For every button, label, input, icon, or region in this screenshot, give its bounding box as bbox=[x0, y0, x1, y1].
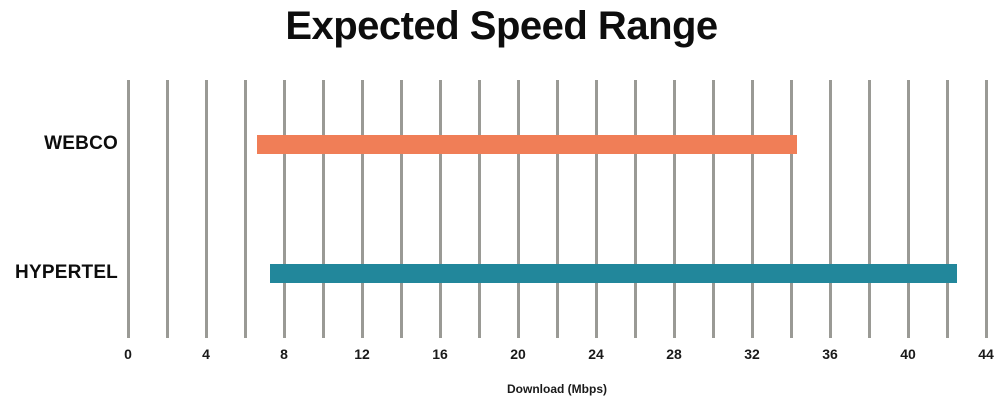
x-tick-label: 36 bbox=[822, 346, 838, 362]
gridline bbox=[282, 80, 286, 338]
category-label: HYPERTEL bbox=[15, 261, 118, 283]
x-tick-label: 28 bbox=[666, 346, 682, 362]
gridline bbox=[399, 80, 403, 338]
gridline bbox=[438, 80, 442, 338]
gridline bbox=[594, 80, 598, 338]
gridline bbox=[321, 80, 325, 338]
plot-area bbox=[126, 80, 988, 338]
range-bar[interactable] bbox=[256, 135, 797, 154]
x-tick-label: 0 bbox=[124, 346, 132, 362]
x-tick-label: 4 bbox=[202, 346, 210, 362]
x-tick-label: 12 bbox=[354, 346, 370, 362]
x-tick-label: 44 bbox=[978, 346, 994, 362]
gridline bbox=[750, 80, 754, 338]
gridline bbox=[126, 80, 130, 338]
category-axis: WEBCO HYPERTEL bbox=[0, 80, 118, 338]
gridline bbox=[672, 80, 676, 338]
gridline bbox=[477, 80, 481, 338]
range-bar[interactable] bbox=[270, 264, 957, 283]
gridline bbox=[984, 80, 988, 338]
x-axis-tick-labels: 0 4 8 12 16 20 24 28 32 36 40 44 bbox=[124, 346, 994, 368]
gridline bbox=[711, 80, 715, 338]
x-tick-label: 40 bbox=[900, 346, 916, 362]
x-tick-label: 16 bbox=[432, 346, 448, 362]
x-axis-title: Download (Mbps) bbox=[507, 382, 607, 396]
gridline bbox=[906, 80, 910, 338]
gridline bbox=[360, 80, 364, 338]
gridline bbox=[243, 80, 247, 338]
gridline bbox=[204, 80, 208, 338]
gridline bbox=[633, 80, 637, 338]
x-tick-label: 20 bbox=[510, 346, 526, 362]
gridline bbox=[945, 80, 949, 338]
x-tick-label: 24 bbox=[588, 346, 604, 362]
gridline bbox=[516, 80, 520, 338]
gridline bbox=[828, 80, 832, 338]
gridline bbox=[165, 80, 169, 338]
x-tick-label: 32 bbox=[744, 346, 760, 362]
chart-title: Expected Speed Range bbox=[285, 4, 718, 48]
x-tick-label: 8 bbox=[280, 346, 288, 362]
gridline bbox=[789, 80, 793, 338]
gridline bbox=[867, 80, 871, 338]
gridline bbox=[555, 80, 559, 338]
category-label: WEBCO bbox=[44, 132, 118, 154]
